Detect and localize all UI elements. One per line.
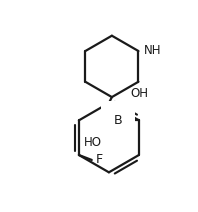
Text: NH: NH [143, 43, 161, 57]
Text: OH: OH [131, 87, 148, 100]
Text: F: F [95, 153, 102, 166]
Text: HO: HO [84, 136, 102, 149]
Text: B: B [114, 114, 122, 127]
